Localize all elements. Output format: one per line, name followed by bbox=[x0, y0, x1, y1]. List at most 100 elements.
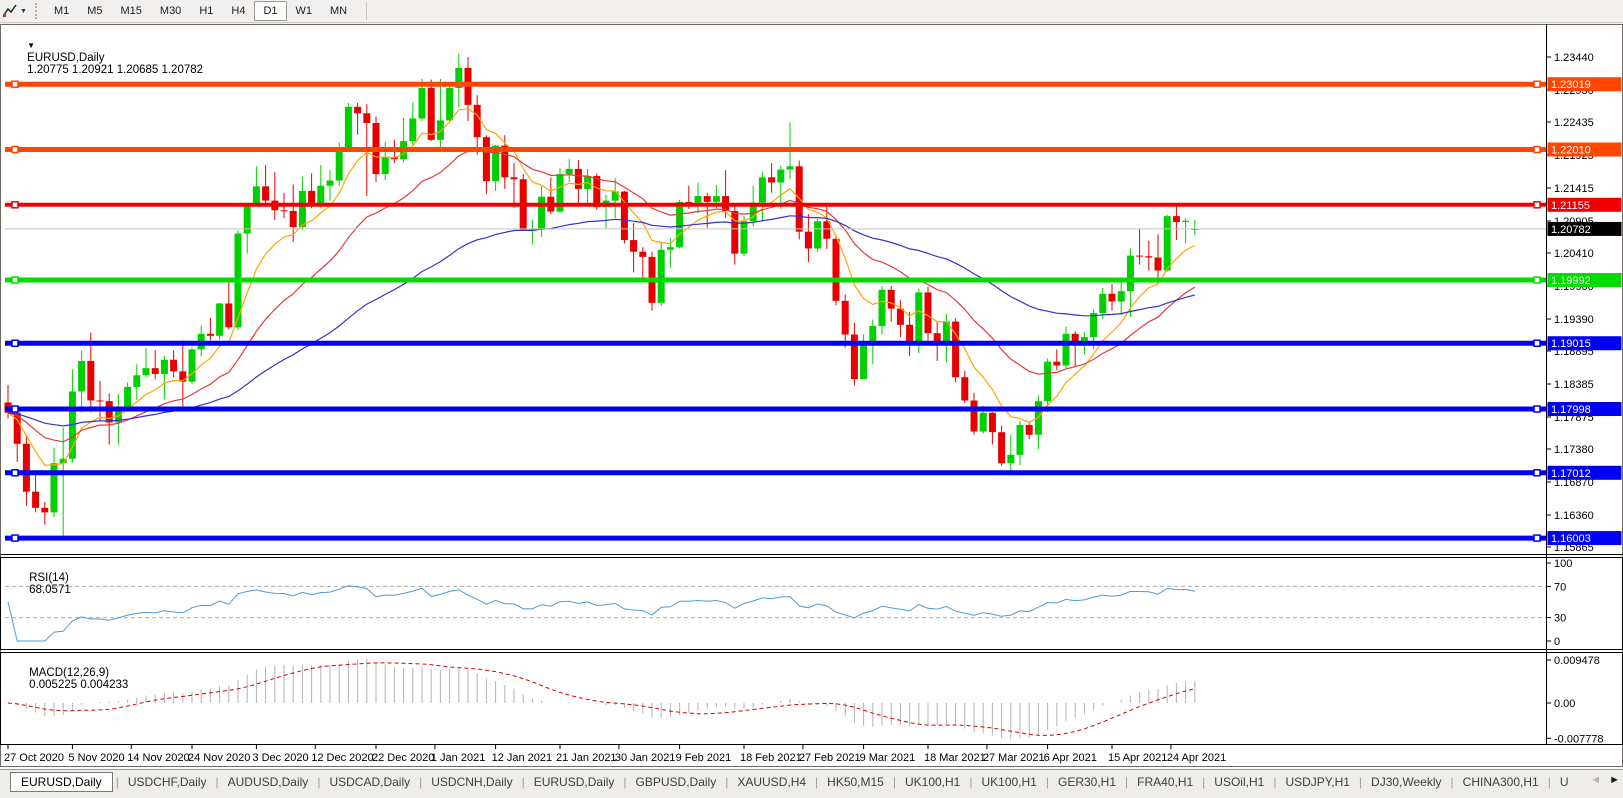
price-level-1.22010[interactable] bbox=[5, 145, 1546, 154]
tab-u[interactable]: U bbox=[1559, 774, 1569, 789]
toolbar-grip[interactable] bbox=[34, 3, 37, 19]
candle-body bbox=[363, 113, 371, 123]
tab-scroll-right-icon[interactable]: ► bbox=[1609, 774, 1620, 786]
candle-body bbox=[528, 229, 536, 231]
level-drag-handle[interactable] bbox=[1533, 80, 1541, 88]
timeframe-m15-button[interactable]: M15 bbox=[120, 5, 142, 17]
level-drag-handle[interactable] bbox=[11, 145, 19, 154]
level-drag-handle[interactable] bbox=[1533, 469, 1541, 477]
timeframe-m30-button[interactable]: M30 bbox=[159, 5, 182, 17]
tab-usdcad-daily[interactable]: USDCAD,Daily bbox=[329, 774, 411, 789]
candle-body bbox=[1062, 333, 1070, 366]
price-level-1.16003[interactable] bbox=[5, 534, 1546, 542]
level-drag-handle[interactable] bbox=[1533, 405, 1541, 413]
price-level-1.19015[interactable] bbox=[5, 339, 1546, 347]
tab-scroll-left-icon[interactable]: ◄ bbox=[1590, 774, 1602, 786]
price-level-1.17998[interactable] bbox=[5, 405, 1546, 413]
tab-uk100-h1[interactable]: UK100,H1 bbox=[904, 774, 961, 789]
level-drag-handle[interactable] bbox=[11, 534, 19, 542]
candle-body bbox=[1172, 216, 1180, 222]
chart-symbol-label: EURUSD,Daily bbox=[27, 52, 105, 64]
candle-body bbox=[1154, 257, 1162, 271]
candle-body bbox=[427, 88, 435, 140]
level-drag-handle[interactable] bbox=[11, 201, 19, 209]
candle-body bbox=[418, 88, 426, 119]
level-drag-handle[interactable] bbox=[11, 405, 19, 413]
level-drag-handle[interactable] bbox=[1533, 339, 1541, 347]
window-caret-icon[interactable]: ▼ bbox=[27, 41, 36, 50]
timeframe-h1-button[interactable]: H1 bbox=[199, 5, 214, 17]
tab-china300-h1[interactable]: CHINA300,H1 bbox=[1462, 774, 1539, 789]
tab-divider: | bbox=[623, 774, 627, 789]
tab-gbpusd-daily[interactable]: GBPUSD,Daily bbox=[635, 774, 717, 789]
tab-usdchf-daily[interactable]: USDCHF,Daily bbox=[127, 774, 207, 789]
level-drag-handle[interactable] bbox=[1533, 276, 1541, 284]
candle-body bbox=[924, 292, 932, 334]
candle-body bbox=[409, 118, 417, 142]
candle-body bbox=[574, 168, 582, 189]
candle-body bbox=[142, 368, 150, 376]
timeframe-d1-button[interactable]: D1 bbox=[254, 1, 287, 21]
tab-dj30-weekly[interactable]: DJ30,Weekly bbox=[1371, 774, 1442, 789]
candle-body bbox=[952, 321, 960, 378]
tab-ger30-h1[interactable]: GER30,H1 bbox=[1057, 774, 1117, 789]
level-drag-handle[interactable] bbox=[11, 469, 19, 477]
timeframe-m5-button[interactable]: M5 bbox=[87, 5, 103, 17]
price-axis[interactable]: 1.234401.229301.224351.219251.214151.209… bbox=[1546, 24, 1622, 745]
macd-indicator-label: MACD(12,26,9) 0.005225 0.004233 bbox=[10, 655, 128, 703]
candle-body bbox=[501, 145, 509, 178]
candle-body bbox=[538, 196, 546, 230]
candle-body bbox=[188, 349, 196, 382]
candle-body bbox=[326, 180, 334, 186]
tab-usdcnh-daily[interactable]: USDCNH,Daily bbox=[431, 774, 513, 789]
timeframe-w1-button[interactable]: W1 bbox=[295, 5, 313, 17]
tool-dropdown-caret[interactable]: ▼ bbox=[20, 7, 27, 15]
rsi-axis-label: 0 bbox=[1554, 636, 1560, 648]
rsi-panel-border bbox=[0, 557, 1623, 650]
tab-divider: | bbox=[115, 774, 119, 789]
price-level-1.19992[interactable] bbox=[5, 276, 1546, 284]
level-drag-handle[interactable] bbox=[11, 80, 19, 88]
candle-body bbox=[860, 344, 868, 380]
price-tick-label: 1.17380 bbox=[1554, 444, 1594, 456]
candle-body bbox=[206, 333, 214, 336]
level-drag-handle[interactable] bbox=[11, 339, 19, 347]
symbol-tabbar: EURUSD,Daily | USDCHF,Daily | AUDUSD,Daily | U… bbox=[0, 769, 1623, 793]
tab-xauusd-h4[interactable]: XAUUSD,H4 bbox=[737, 774, 807, 789]
level-drag-handle[interactable] bbox=[11, 276, 19, 284]
candle-body bbox=[988, 412, 996, 433]
level-drag-handle[interactable] bbox=[1533, 534, 1541, 542]
level-drag-handle[interactable] bbox=[1533, 145, 1541, 154]
timeframe-h4-button[interactable]: H4 bbox=[231, 5, 246, 17]
level-price-badge bbox=[1547, 531, 1622, 546]
rsi-axis-label: 30 bbox=[1554, 613, 1566, 625]
candle-body bbox=[712, 196, 720, 202]
candle-body bbox=[289, 210, 297, 228]
line-studies-icon[interactable] bbox=[2, 3, 18, 19]
price-level-1.21155[interactable] bbox=[5, 201, 1546, 209]
ma-slow-line bbox=[7, 215, 1195, 427]
tab-eurusd-daily[interactable]: EURUSD,Daily bbox=[533, 774, 615, 789]
tab-eurusd-daily[interactable]: EURUSD,Daily bbox=[10, 771, 113, 792]
chart-canvas[interactable]: 1.234401.229301.224351.219251.214151.209… bbox=[0, 24, 1623, 769]
date-tick-label: 3 Dec 2020 bbox=[252, 752, 308, 764]
price-level-1.17012[interactable] bbox=[5, 469, 1546, 477]
timeframe-m1-button[interactable]: M1 bbox=[53, 5, 70, 17]
timeframe-mn-button[interactable]: MN bbox=[330, 5, 348, 17]
candle-body bbox=[170, 359, 178, 372]
level-drag-handle[interactable] bbox=[1533, 201, 1541, 209]
tab-usoil-h1[interactable]: USOil,H1 bbox=[1214, 774, 1265, 789]
tab-fra40-h1[interactable]: FRA40,H1 bbox=[1137, 774, 1194, 789]
candle-body bbox=[565, 168, 573, 175]
tab-audusd-daily[interactable]: AUDUSD,Daily bbox=[227, 774, 309, 789]
price-level-1.23019[interactable] bbox=[5, 80, 1546, 88]
candle-body bbox=[1099, 293, 1107, 314]
candle-body bbox=[280, 210, 288, 212]
candle-body bbox=[1053, 361, 1061, 366]
tab-usdjpy-h1[interactable]: USDJPY,H1 bbox=[1285, 774, 1350, 789]
tab-hk50-m15[interactable]: HK50,M15 bbox=[827, 774, 884, 789]
candle-body bbox=[666, 247, 674, 250]
candle-body bbox=[869, 326, 877, 345]
tab-uk100-h1[interactable]: UK100,H1 bbox=[981, 774, 1037, 789]
